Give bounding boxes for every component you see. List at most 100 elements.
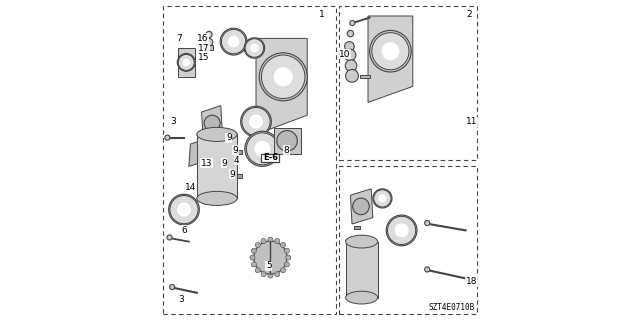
Text: 11: 11 <box>466 117 477 126</box>
Circle shape <box>280 242 285 247</box>
Polygon shape <box>354 226 360 229</box>
Circle shape <box>252 262 257 267</box>
Text: 10: 10 <box>339 50 351 59</box>
Circle shape <box>277 131 298 151</box>
Circle shape <box>353 198 369 215</box>
Polygon shape <box>227 137 234 141</box>
Text: 15: 15 <box>198 53 210 62</box>
Polygon shape <box>360 235 366 238</box>
Text: E-6: E-6 <box>263 153 278 162</box>
Text: 2: 2 <box>466 10 472 19</box>
Circle shape <box>275 238 280 244</box>
Polygon shape <box>236 150 243 154</box>
Circle shape <box>280 268 285 273</box>
FancyBboxPatch shape <box>262 154 280 162</box>
Text: 6: 6 <box>181 226 187 235</box>
Circle shape <box>346 60 357 71</box>
Circle shape <box>170 196 198 224</box>
Circle shape <box>205 38 212 46</box>
Polygon shape <box>360 75 370 78</box>
Polygon shape <box>197 134 237 198</box>
Circle shape <box>182 59 190 66</box>
Circle shape <box>221 29 246 54</box>
Text: 1: 1 <box>319 10 324 19</box>
Circle shape <box>284 248 289 253</box>
Circle shape <box>177 53 195 71</box>
Circle shape <box>344 42 355 51</box>
Text: 9: 9 <box>221 159 227 168</box>
Polygon shape <box>229 163 236 166</box>
Polygon shape <box>368 240 374 243</box>
Circle shape <box>254 141 270 157</box>
Circle shape <box>387 215 417 246</box>
Circle shape <box>285 255 291 260</box>
Text: 9: 9 <box>232 146 238 155</box>
Circle shape <box>169 194 200 225</box>
Text: 14: 14 <box>185 183 196 192</box>
Text: 8: 8 <box>284 146 289 155</box>
Text: 17: 17 <box>198 44 209 52</box>
Circle shape <box>250 255 255 260</box>
Circle shape <box>246 133 278 165</box>
Circle shape <box>228 36 239 47</box>
Polygon shape <box>351 189 372 224</box>
Polygon shape <box>274 128 301 154</box>
Circle shape <box>261 272 266 277</box>
Circle shape <box>177 203 191 217</box>
Polygon shape <box>189 138 211 166</box>
Circle shape <box>244 131 280 166</box>
Text: 13: 13 <box>201 159 212 168</box>
Text: 9: 9 <box>226 133 232 142</box>
Ellipse shape <box>197 191 237 205</box>
Circle shape <box>425 267 430 272</box>
Text: 3: 3 <box>170 117 175 126</box>
Circle shape <box>268 273 273 278</box>
Ellipse shape <box>346 291 378 304</box>
Polygon shape <box>206 45 212 50</box>
Circle shape <box>388 216 416 244</box>
Circle shape <box>344 49 356 61</box>
Circle shape <box>381 42 399 60</box>
Text: 5: 5 <box>266 261 271 270</box>
Text: 9: 9 <box>229 170 235 179</box>
Polygon shape <box>202 106 223 141</box>
Polygon shape <box>346 242 378 298</box>
Circle shape <box>241 106 271 137</box>
Circle shape <box>274 67 293 86</box>
Circle shape <box>259 53 307 101</box>
Circle shape <box>220 28 247 55</box>
Polygon shape <box>178 48 195 77</box>
Text: 3: 3 <box>178 295 184 304</box>
Circle shape <box>372 189 392 208</box>
Circle shape <box>245 39 264 57</box>
Circle shape <box>374 190 391 207</box>
Circle shape <box>349 20 355 26</box>
Circle shape <box>347 30 353 37</box>
Text: 18: 18 <box>466 277 477 286</box>
Text: 7: 7 <box>177 34 182 43</box>
Polygon shape <box>256 38 307 134</box>
Circle shape <box>268 237 273 242</box>
Circle shape <box>206 31 212 38</box>
Circle shape <box>242 108 270 136</box>
Ellipse shape <box>346 235 378 248</box>
Circle shape <box>165 135 170 140</box>
Circle shape <box>425 220 430 226</box>
Circle shape <box>250 44 259 52</box>
Circle shape <box>346 69 358 82</box>
Circle shape <box>284 262 289 267</box>
Circle shape <box>378 194 387 203</box>
Circle shape <box>178 54 195 70</box>
Text: SZT4E0710B: SZT4E0710B <box>429 303 475 312</box>
Circle shape <box>253 241 287 274</box>
Text: 16: 16 <box>198 34 209 43</box>
Ellipse shape <box>197 127 237 141</box>
Circle shape <box>204 115 220 131</box>
Circle shape <box>261 238 266 244</box>
Circle shape <box>370 30 412 72</box>
Circle shape <box>255 242 260 247</box>
Circle shape <box>275 272 280 277</box>
Circle shape <box>262 55 305 99</box>
Circle shape <box>167 235 172 240</box>
Circle shape <box>372 33 409 70</box>
